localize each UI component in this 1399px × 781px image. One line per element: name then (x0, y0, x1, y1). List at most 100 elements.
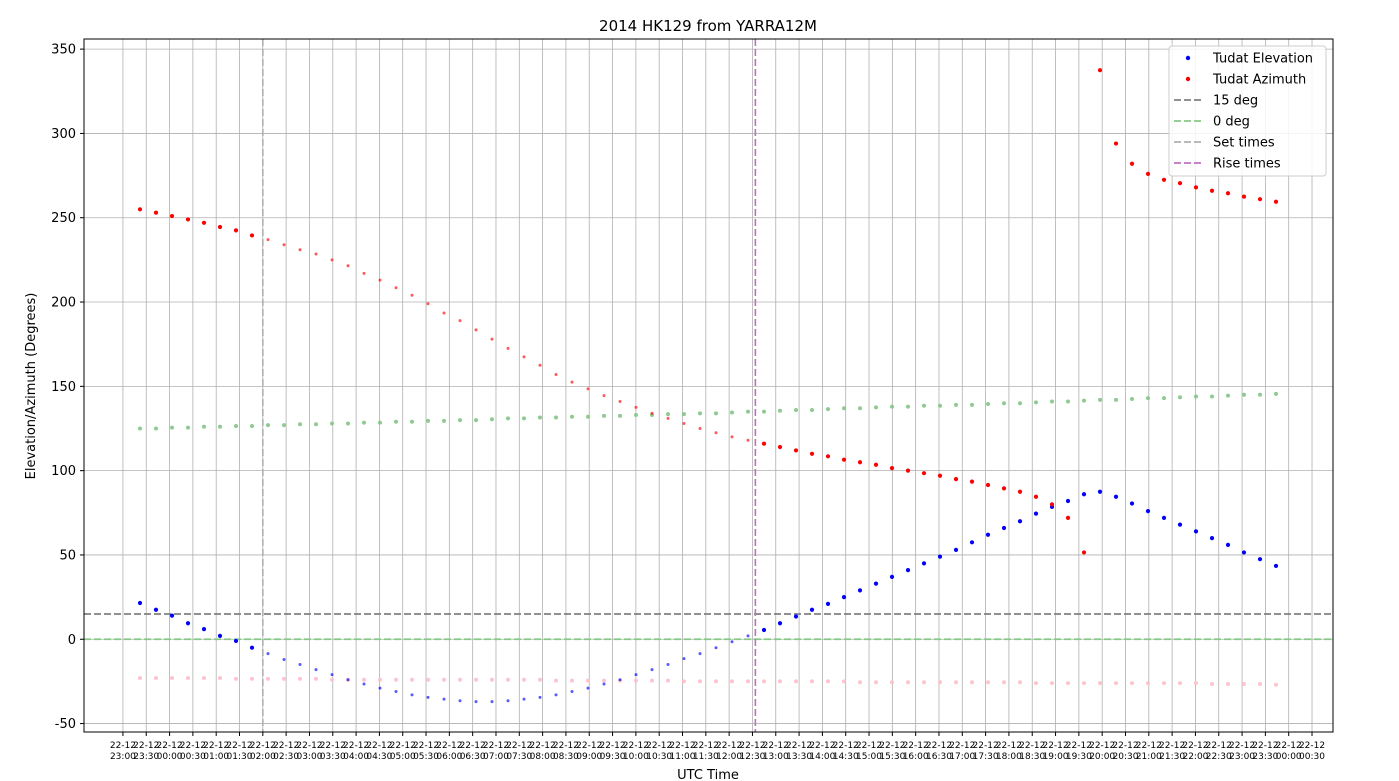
point-tudat-elevation (793, 614, 799, 619)
point-azimuth-faded- (1210, 681, 1214, 686)
point-tudat-azimuth (666, 416, 670, 420)
point-tudat-azimuth (1081, 550, 1087, 555)
point-tudat-elevation (634, 673, 638, 677)
legend-label: 15 deg (1213, 94, 1258, 109)
point-tudat-azimuth (538, 363, 542, 367)
point-tudat-azimuth (841, 457, 847, 462)
point-tudat-azimuth (1145, 171, 1151, 176)
point-elevation-faded- (442, 418, 446, 423)
point-azimuth-faded- (170, 676, 174, 681)
plot-area (83, 38, 1334, 733)
point-elevation-faded- (218, 424, 222, 429)
point-azimuth-faded- (442, 677, 446, 682)
point-elevation-faded- (842, 406, 846, 411)
point-azimuth-faded- (1082, 681, 1086, 686)
y-tick-label: -50 (55, 717, 76, 732)
x-tick-label-time: 16:30 (926, 752, 952, 762)
x-tick-label-date: 22-12 (1159, 741, 1185, 751)
point-elevation-faded- (826, 407, 830, 412)
x-tick-label-time: 22:00 (1182, 752, 1208, 762)
point-azimuth-faded- (698, 679, 702, 684)
point-elevation-faded- (426, 418, 430, 423)
point-azimuth-faded- (1242, 681, 1246, 686)
x-tick-label-date: 22-12 (180, 741, 206, 751)
x-tick-label-time: 21:00 (1136, 752, 1162, 762)
point-tudat-azimuth (618, 400, 622, 404)
x-tick-label-date: 22-12 (226, 741, 252, 751)
point-elevation-faded- (138, 426, 142, 431)
point-azimuth-faded- (906, 680, 910, 685)
point-azimuth-faded- (506, 677, 510, 682)
point-tudat-elevation (746, 634, 750, 638)
point-elevation-faded- (1114, 397, 1118, 402)
x-tick-label-date: 22-12 (623, 741, 649, 751)
point-azimuth-faded- (378, 677, 382, 682)
point-tudat-elevation (714, 646, 718, 650)
point-azimuth-faded- (938, 680, 942, 685)
x-tick-label-date: 22-12 (996, 741, 1022, 751)
point-elevation-faded- (986, 402, 990, 407)
point-tudat-azimuth (1225, 191, 1231, 196)
x-tick-label-time: 11:00 (670, 752, 696, 762)
point-elevation-faded- (810, 407, 814, 412)
point-tudat-azimuth (153, 210, 159, 215)
point-elevation-faded- (858, 406, 862, 411)
x-tick-label-date: 22-12 (1229, 741, 1255, 751)
point-tudat-elevation (618, 678, 622, 682)
x-tick-label-time: 07:30 (506, 752, 532, 762)
point-tudat-elevation (442, 697, 446, 701)
point-tudat-elevation (185, 621, 191, 626)
x-tick-label-date: 22-12 (1112, 741, 1138, 751)
point-elevation-faded- (1226, 393, 1230, 398)
point-elevation-faded- (586, 414, 590, 419)
point-elevation-faded- (1274, 391, 1278, 396)
point-elevation-faded- (522, 416, 526, 421)
point-elevation-faded- (1018, 401, 1022, 406)
point-tudat-elevation (298, 663, 302, 667)
x-tick-label-time: 14:30 (833, 752, 859, 762)
point-tudat-azimuth (586, 387, 590, 391)
y-axis-ticks: -50 0 50 100 150 200 250 300 350 (51, 43, 84, 732)
point-tudat-elevation (586, 686, 590, 690)
point-azimuth-faded- (794, 679, 798, 684)
x-tick-label-date: 22-12 (250, 741, 276, 751)
x-tick-label-time: 20:30 (1113, 752, 1139, 762)
point-tudat-azimuth (266, 238, 270, 242)
x-axis-ticks: 22-1223:0022-1223:3022-1200:0022-1200:30… (110, 732, 1325, 762)
point-elevation-faded- (714, 411, 718, 416)
point-tudat-azimuth (362, 271, 366, 275)
point-tudat-elevation (873, 581, 879, 586)
legend-label: Tudat Elevation (1212, 52, 1313, 67)
x-tick-label-time: 09:30 (600, 752, 626, 762)
point-elevation-faded- (378, 420, 382, 425)
x-tick-label-date: 22-12 (763, 741, 789, 751)
point-tudat-azimuth (570, 380, 574, 384)
x-tick-label-date: 22-12 (973, 741, 999, 751)
point-tudat-azimuth (1209, 188, 1215, 193)
point-azimuth-faded- (682, 679, 686, 684)
point-azimuth-faded- (954, 680, 958, 685)
point-tudat-azimuth (825, 454, 831, 459)
point-elevation-faded- (794, 407, 798, 412)
point-azimuth-faded- (858, 680, 862, 685)
x-tick-label-date: 22-12 (599, 741, 625, 751)
point-tudat-elevation (1065, 498, 1071, 504)
x-tick-label-time: 02:30 (273, 752, 299, 762)
x-tick-label-date: 22-12 (576, 741, 602, 751)
x-tick-label-time: 13:30 (786, 752, 812, 762)
point-tudat-elevation (1113, 494, 1119, 499)
reference-lines (84, 39, 1333, 732)
point-tudat-elevation (1193, 529, 1199, 534)
legend-label: Rise times (1213, 157, 1281, 172)
point-tudat-elevation (233, 638, 239, 644)
point-tudat-azimuth (602, 394, 606, 398)
x-tick-label-date: 22-12 (786, 741, 812, 751)
y-tick-label: 100 (51, 464, 76, 479)
point-elevation-faded- (266, 423, 270, 428)
x-tick-label-time: 04:00 (343, 752, 369, 762)
point-elevation-faded- (1002, 401, 1006, 406)
point-tudat-azimuth (1065, 515, 1071, 520)
point-tudat-elevation (426, 695, 430, 699)
point-elevation-faded- (1146, 396, 1150, 401)
point-elevation-faded- (1178, 395, 1182, 400)
